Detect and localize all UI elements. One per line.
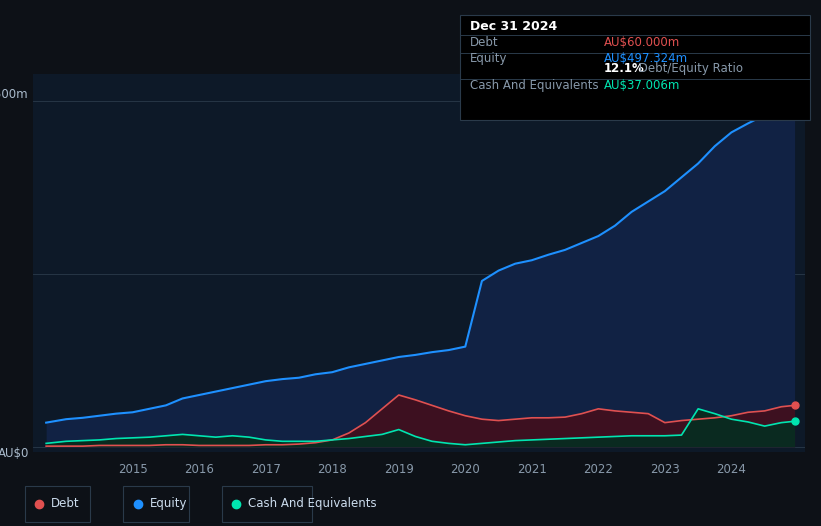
Text: AU$37.006m: AU$37.006m (603, 79, 680, 92)
Text: AU$0: AU$0 (0, 447, 29, 460)
Text: AU$500m: AU$500m (0, 88, 29, 102)
Text: 12.1%: 12.1% (603, 62, 644, 75)
Text: AU$60.000m: AU$60.000m (603, 36, 680, 48)
Text: Cash And Equivalents: Cash And Equivalents (470, 79, 599, 92)
Text: AU$497.324m: AU$497.324m (603, 53, 688, 65)
Text: Debt: Debt (470, 36, 498, 48)
Text: Cash And Equivalents: Cash And Equivalents (248, 498, 377, 510)
Text: Debt: Debt (51, 498, 80, 510)
Text: Dec 31 2024: Dec 31 2024 (470, 20, 557, 33)
Text: Equity: Equity (149, 498, 187, 510)
Text: Debt/Equity Ratio: Debt/Equity Ratio (635, 62, 743, 75)
Text: Equity: Equity (470, 53, 507, 65)
